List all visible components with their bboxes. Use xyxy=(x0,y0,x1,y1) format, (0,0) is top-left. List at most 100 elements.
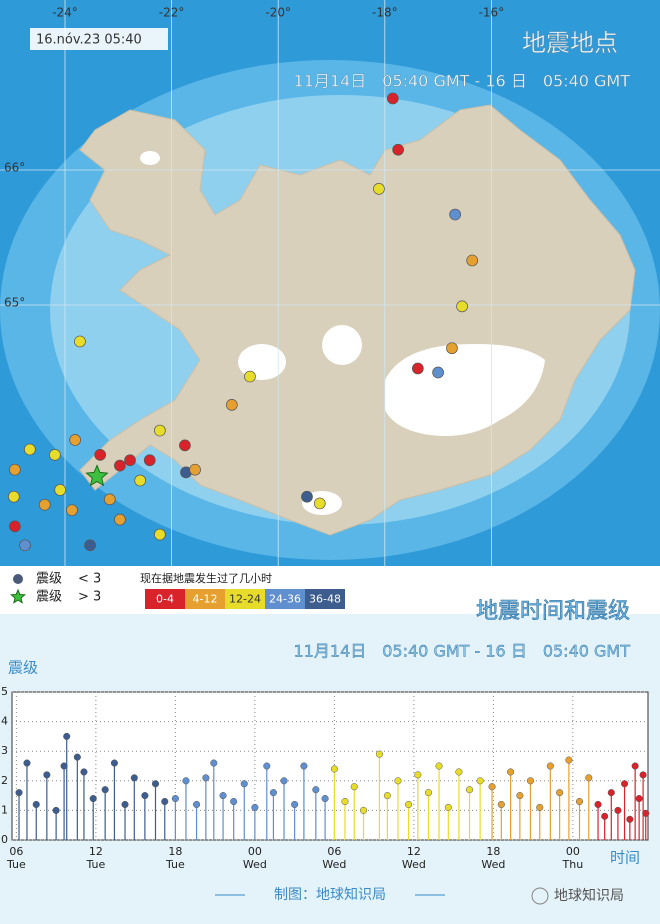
point xyxy=(546,762,554,770)
point xyxy=(601,812,609,820)
point xyxy=(101,786,109,794)
quake xyxy=(74,335,86,348)
watermark-icon xyxy=(531,887,549,905)
watermark: 地球知识局 xyxy=(554,887,624,904)
point xyxy=(594,800,602,809)
timestamp: 16.nóv.23 05:40 xyxy=(36,33,142,48)
quake xyxy=(134,474,147,487)
point xyxy=(110,759,118,767)
legend-label: 震级 xyxy=(36,590,62,605)
point xyxy=(556,789,564,797)
point xyxy=(455,768,463,776)
quake xyxy=(189,463,201,476)
x-tick-label: 06 Tue xyxy=(6,845,26,871)
point xyxy=(269,789,277,797)
point xyxy=(280,777,288,785)
quake xyxy=(449,208,462,221)
legend-swatch xyxy=(265,589,305,609)
lat-label: 65° xyxy=(4,296,25,310)
y-tick-label: 0 xyxy=(1,833,8,846)
point xyxy=(383,792,391,800)
map-title: 地震地点 xyxy=(522,29,618,57)
legend-entry: 4-12 xyxy=(193,593,218,606)
lon-label: -20° xyxy=(265,6,291,20)
quake xyxy=(143,454,156,467)
point xyxy=(435,762,443,770)
point xyxy=(63,732,71,740)
y-axis-label: 震级 xyxy=(8,659,38,677)
point xyxy=(341,797,349,806)
quake xyxy=(9,463,21,476)
lon-label: -18° xyxy=(372,6,398,20)
point xyxy=(171,795,179,803)
point xyxy=(161,797,169,806)
point xyxy=(642,809,650,817)
quake xyxy=(386,92,399,105)
point xyxy=(375,750,383,758)
point xyxy=(359,806,368,814)
legend-entry: 12-24 xyxy=(229,593,261,606)
point xyxy=(476,777,484,785)
quake xyxy=(456,300,468,313)
point xyxy=(414,771,422,779)
legend-swatch xyxy=(225,589,265,609)
point xyxy=(536,803,544,811)
point xyxy=(219,792,227,800)
quake xyxy=(23,443,36,456)
point xyxy=(394,777,402,785)
point xyxy=(15,789,23,797)
legend-circle xyxy=(13,574,23,584)
chart-title: 地震时间和震级 xyxy=(476,599,630,624)
point xyxy=(240,780,248,788)
quake xyxy=(432,366,444,379)
quake xyxy=(84,539,96,552)
chart-subtitle: 11月14日 05:40 GMT - 16 日 05:40 GMT xyxy=(294,642,631,661)
map-subtitle: 11月14日 05:40 GMT - 16 日 05:40 GMT xyxy=(294,72,631,91)
quake xyxy=(301,490,313,503)
point xyxy=(52,806,60,814)
point xyxy=(80,768,88,776)
point xyxy=(32,800,40,809)
x-tick-label: 00 Wed xyxy=(242,845,267,871)
point xyxy=(631,762,639,770)
point xyxy=(291,800,299,809)
point xyxy=(565,756,573,764)
y-tick-label: 3 xyxy=(1,744,8,757)
lon-label: -22° xyxy=(159,6,185,20)
legend-entry: 0-4 xyxy=(156,593,174,606)
quake xyxy=(411,362,424,375)
quake xyxy=(373,183,385,195)
point xyxy=(350,783,358,791)
quake xyxy=(114,459,126,472)
lon-label: -16° xyxy=(479,6,505,20)
iceland xyxy=(79,104,636,536)
point xyxy=(444,803,452,811)
point xyxy=(121,800,129,809)
quake xyxy=(179,439,191,452)
legend-swatch xyxy=(145,589,185,609)
quake xyxy=(69,434,81,446)
lat-label: 66° xyxy=(4,161,25,175)
point xyxy=(639,771,647,779)
point xyxy=(575,797,584,806)
point xyxy=(89,795,97,803)
legend-swatch xyxy=(185,589,225,609)
quake xyxy=(392,143,404,156)
point xyxy=(193,800,201,809)
legend-range: < 3 xyxy=(78,572,101,587)
x-tick-label: 06 Wed xyxy=(322,845,347,871)
quake-star xyxy=(85,464,109,487)
glacier xyxy=(322,325,362,365)
x-tick-label: 12 Tue xyxy=(86,845,106,871)
quake xyxy=(66,504,78,517)
point xyxy=(251,803,259,811)
quake xyxy=(313,497,326,510)
point xyxy=(202,774,210,782)
quake xyxy=(94,449,107,461)
age-legend-title: 现在据地震发生过了几小时 xyxy=(140,571,272,585)
point xyxy=(60,762,68,770)
plot-area xyxy=(11,691,649,841)
point xyxy=(330,765,338,773)
point xyxy=(507,768,515,776)
